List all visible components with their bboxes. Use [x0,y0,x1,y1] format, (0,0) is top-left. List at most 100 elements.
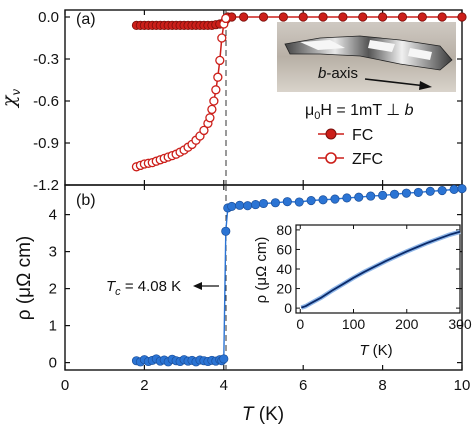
fc-point [318,12,328,22]
panel-a: (a) 0.0-0.3-0.6-0.9-1.2 χv b-axis μ0H = … [0,9,467,194]
rho-point [366,191,376,201]
rho-point [294,197,304,207]
rho-point [330,194,340,204]
fc-point [258,12,269,22]
rho-point [342,193,352,203]
rho-point [258,198,269,209]
legend-fc-marker [325,128,337,140]
inset-xlabel: T (K) [359,342,392,359]
b-ytick-label: 2 [49,281,57,298]
tc-t: T [106,278,117,295]
panel-b-ylabel: ρ (μΩ cm) [14,236,35,321]
field-mu: μ [305,102,314,119]
legend-zfc: ZFC [318,151,383,168]
inset: 0 20 40 60 80 0 100 200 300 ρ (μΩ cm) T (K) [253,222,472,359]
inset-ylabel: ρ (μΩ cm) [253,237,270,304]
rho-point [227,201,237,212]
inset-x-ticks: 0 100 200 300 [296,225,472,332]
panel-b-x-ticks: 0 2 4 6 8 10 [61,185,471,394]
panel-b-label: (b) [76,192,96,209]
legend-zfc-label: ZFC [352,151,383,168]
b-xtick-label: 4 [220,377,228,394]
rho-point [270,198,280,208]
rho-point [221,226,231,236]
b-xtick-label: 6 [299,377,307,394]
rho-point [354,192,364,202]
b-ytick-label: 1 [49,318,57,335]
x-axis-t: T [242,404,255,425]
fc-point [338,12,348,22]
b-xtick-label: 0 [61,377,69,394]
rho-point [457,184,467,194]
fc-point [278,12,288,22]
chi-subscript: v [9,89,23,96]
fc-point [358,12,368,22]
crystal-highlight [300,40,432,60]
zfc-point [217,33,227,43]
b-axis-b: b [318,65,326,82]
inset-ytick-label: 0 [284,300,292,316]
inset-xtick-label: 300 [448,316,472,332]
rho-point [449,184,459,194]
zfc-point [211,85,221,95]
inset-ytick-label: 40 [276,261,292,277]
b-axis-rest: -axis [326,65,358,82]
fc-point [457,12,467,22]
panel-b: (b) 0 1 2 3 4 0 2 4 6 8 10 ρ (μΩ cm) T (K) Tc = 4… [14,184,472,425]
rho-point [306,195,316,206]
a-ytick-label: -0.9 [33,135,59,152]
b-xtick-label: 2 [140,377,148,394]
legend: FC ZFC [318,127,383,168]
panel-a-ylabel: χv [0,89,23,110]
tc-sub: c [115,286,121,298]
rho-point [219,354,229,364]
b-ytick-label: 0 [49,355,57,372]
inset-ytick-label: 80 [276,222,292,238]
inset-xtick-label: 0 [296,316,304,332]
b-axis-arrow-line [364,78,427,87]
tc-annotation: Tc = 4.08 K [106,278,219,298]
a-ytick-label: 0.0 [38,9,59,26]
tc-annotation-text: Tc = 4.08 K [106,278,181,298]
field-mu-sub: 0 [314,110,320,122]
inset-y-ticks: 0 20 40 60 80 [276,222,460,316]
inset-series-line [301,230,461,309]
x-axis-unit: (K) [254,404,285,425]
panel-b-frame [64,184,463,371]
fc-point [397,12,408,22]
inset-x-unit: (K) [369,342,393,359]
rho-point [251,200,261,210]
rho-point [437,186,447,196]
rho-point [425,186,435,196]
rho-point [401,188,411,198]
zfc-point [209,96,219,106]
fc-point [298,12,308,22]
legend-fc-label: FC [352,127,373,144]
panel-a-y-ticks: 0.0 -0.3 -0.6 -0.9 -1.2 [33,9,462,194]
inset-series [300,229,461,310]
a-ytick-label: -1.2 [33,177,59,194]
inset-xtick-label: 200 [395,316,419,332]
panel-a-series [131,12,467,172]
inset-xtick-label: 100 [342,316,366,332]
field-rest: H = 1mT ⊥ [320,102,404,119]
legend-zfc-marker [325,152,337,164]
zfc-point [205,113,215,123]
zfc-point [221,13,231,24]
rho-point [389,189,400,199]
zfc-point [213,72,223,82]
inset-ytick-label: 60 [276,241,292,257]
field-b: b [405,102,414,119]
fc-point [377,12,388,22]
b-xtick-label: 10 [454,377,471,394]
a-ytick-label: -0.3 [33,51,59,68]
b-axis-arrowhead [419,81,432,90]
a-ytick-label: -0.6 [33,93,59,110]
inset-ytick-label: 20 [276,281,292,297]
b-xtick-label: 8 [378,377,386,394]
zfc-point [199,125,209,136]
rho-point [318,195,328,205]
rho-point [282,197,292,207]
panel-a-label: (a) [76,11,96,28]
